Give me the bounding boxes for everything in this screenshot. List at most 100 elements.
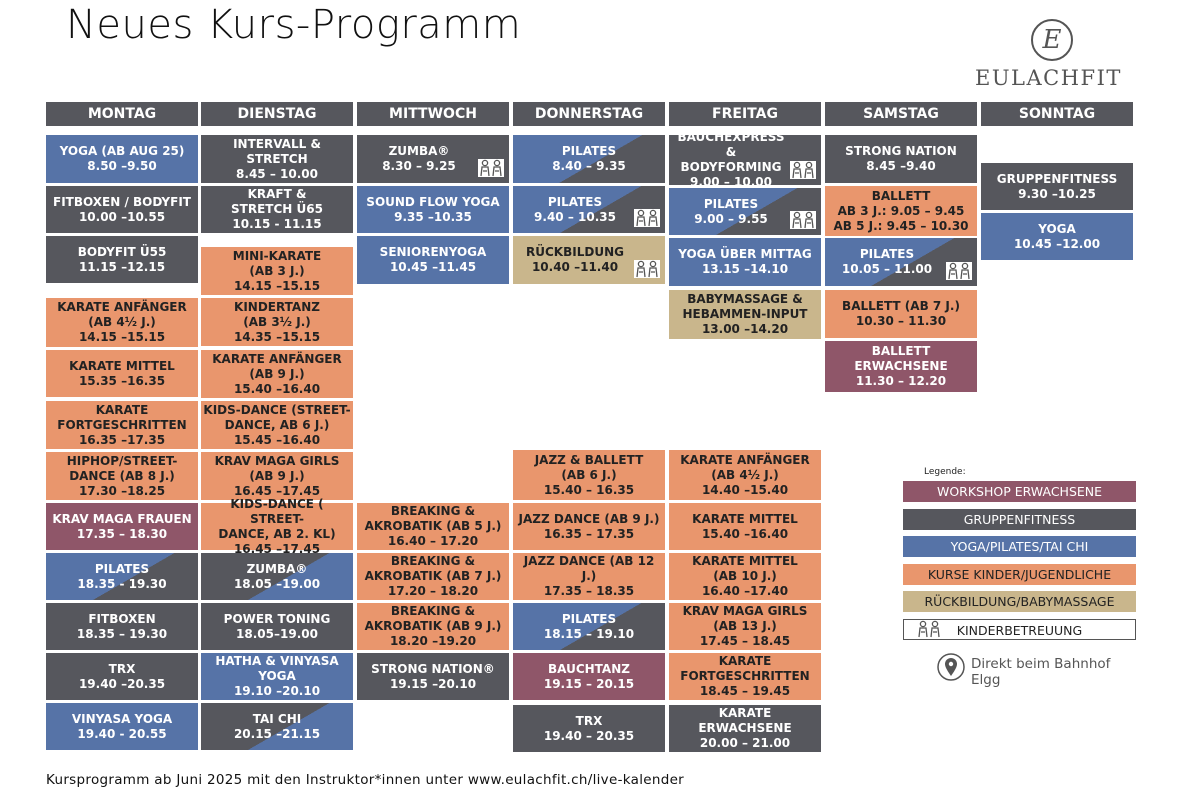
- class-line: FITBOXEN: [88, 611, 156, 626]
- class-cell: KIDS-DANCE (STREET- DANCE, AB 6 J.) 15.45 …: [201, 401, 353, 449]
- class-line: BAUCHEXPRESS &: [677, 130, 785, 159]
- class-line: (AB 3 J.): [249, 263, 305, 278]
- class-line: BREAKING &: [390, 554, 476, 568]
- logo-mark: E: [1031, 19, 1073, 61]
- class-line: BODYFORMING: [680, 160, 782, 174]
- class-cell: PILATES 9.40 – 10.35: [513, 186, 665, 233]
- class-line: 11.15 –12.15: [78, 259, 166, 274]
- class-cell: PILATES 18.15 – 19.10: [513, 603, 665, 650]
- class-cell: JAZZ DANCE (AB 9 J.) 16.35 – 17.35: [513, 503, 665, 550]
- location-icon: [937, 653, 965, 681]
- class-line: 18.05–19.00: [236, 626, 318, 641]
- class-line: KRAV MAGA GIRLS: [214, 453, 340, 468]
- class-line: BAUCHTANZ: [548, 661, 630, 676]
- class-line: 15.35 –16.35: [78, 373, 166, 388]
- class-cell: BALLETT AB 3 J.: 9.05 – 9.45 AB 5 J.: 9.45…: [825, 186, 977, 236]
- class-line: 14.35 –15.15: [233, 329, 321, 344]
- logo-name: EULACHFIT: [975, 66, 1122, 90]
- class-line: YOGA: [258, 669, 296, 683]
- class-line: 16.45 –17.45: [233, 483, 321, 498]
- day-header: SONNTAG: [981, 102, 1133, 126]
- class-line: RÜCKBILDUNG: [526, 245, 624, 259]
- class-line: 14.15 –15.15: [233, 278, 321, 293]
- class-cell: SENIORENYOGA 10.45 –11.45: [357, 236, 509, 284]
- class-line: 18.35 - 19.30: [77, 576, 167, 591]
- class-line: KRAFT &: [247, 187, 307, 201]
- class-line: BALLETT: [871, 344, 931, 358]
- class-line: HIPHOP/STREET-: [66, 453, 178, 468]
- class-line: 14.15 –15.15: [78, 330, 166, 344]
- class-line: 15.40 –16.40: [233, 381, 321, 396]
- class-line: BREAKING &: [390, 504, 476, 518]
- class-line: (AB 4½ J.): [88, 315, 156, 329]
- class-line: AKROBATIK (AB 9 J.): [364, 619, 502, 633]
- class-cell: KARATE FORTGESCHRITTEN 16.35 –17.35: [46, 401, 198, 449]
- class-line: BREAKING &: [390, 604, 476, 618]
- class-line: YOGA ÜBER MITTAG: [678, 247, 812, 261]
- class-line: PILATES: [561, 611, 617, 626]
- class-line: TRX: [575, 713, 603, 728]
- class-line: 18.15 – 19.10: [543, 626, 635, 641]
- class-line: 16.40 –17.40: [701, 584, 789, 598]
- legend-item: KURSE KINDER/JUGENDLICHE: [903, 563, 1136, 585]
- class-line: (AB 9 J.): [249, 468, 305, 483]
- class-line: AKROBATIK (AB 5 J.): [364, 519, 502, 533]
- class-line: PILATES: [561, 144, 617, 158]
- class-cell: KARATE MITTEL (AB 10 J.) 16.40 –17.40: [669, 553, 821, 600]
- location-line: Elgg: [971, 672, 1001, 688]
- class-line: (AB 13 J.): [713, 619, 777, 633]
- class-line: KARATE MITTEL: [692, 511, 798, 526]
- class-line: MINI-KARATE: [232, 248, 322, 263]
- class-cell: KARATE FORTGESCHRITTEN 18.45 – 19.45: [669, 653, 821, 700]
- class-cell: BODYFIT Ü55 11.15 –12.15: [46, 236, 198, 283]
- class-cell: ZUMBA® 18.05 –19.00: [201, 553, 353, 600]
- kids-icon: [634, 209, 660, 227]
- class-line: (AB 10 J.): [713, 569, 777, 583]
- class-cell: KARATE ANFÄNGER (AB 4½ J.) 14.40 –15.40: [669, 450, 821, 500]
- kids-icon: [790, 161, 816, 179]
- class-cell: BALLETT (AB 7 J.) 10.30 – 11.30: [825, 290, 977, 338]
- class-line: SENIORENYOGA: [379, 245, 487, 259]
- class-cell: KRAV MAGA FRAUEN 17.35 – 18.30: [46, 503, 198, 550]
- class-line: ZUMBA®: [246, 561, 308, 576]
- class-line: KARATE MITTEL: [692, 554, 798, 568]
- class-cell: BALLETT ERWACHSENE 11.30 – 12.20: [825, 341, 977, 392]
- class-line: KIDS-DANCE (STREET-: [203, 402, 351, 417]
- class-cell: FITBOXEN 18.35 – 19.30: [46, 603, 198, 650]
- class-line: STRETCH: [246, 151, 308, 166]
- class-line: 8.30 – 9.25: [382, 159, 456, 173]
- class-line: 15.45 –16.40: [233, 432, 321, 447]
- class-cell: BREAKING & AKROBATIK (AB 5 J.) 16.40 – 17.…: [357, 503, 509, 550]
- class-cell: YOGA 10.45 –12.00: [981, 213, 1133, 260]
- class-cell: BREAKING & AKROBATIK (AB 7 J.) 17.20 – 18.…: [357, 553, 509, 600]
- class-cell: MINI-KARATE (AB 3 J.) 14.15 –15.15: [201, 247, 353, 295]
- class-cell: PILATES 8.40 – 9.35: [513, 135, 665, 183]
- class-cell: RÜCKBILDUNG 10.40 –11.40: [513, 236, 665, 284]
- class-line: 13.15 –14.10: [701, 262, 789, 276]
- class-line: TAI CHI: [252, 711, 302, 726]
- location-line: Direkt beim Bahnhof: [971, 656, 1111, 672]
- class-cell: HIPHOP/STREET- DANCE (AB 8 J.) 17.30 –18.2…: [46, 452, 198, 500]
- class-line: HATHA & VINYASA: [215, 654, 339, 668]
- class-line: STRONG NATION: [845, 144, 957, 158]
- class-cell: KARATE ERWACHSENE 20.00 – 21.00: [669, 705, 821, 752]
- kids-icon: [478, 159, 504, 177]
- class-line: PILATES: [547, 194, 603, 209]
- class-cell: VINYASA YOGA 19.40 - 20.55: [46, 703, 198, 750]
- class-line: 15.40 –16.40: [701, 526, 789, 541]
- day-header: FREITAG: [669, 102, 821, 126]
- day-header: DIENSTAG: [201, 102, 353, 126]
- class-cell: ZUMBA® 8.30 – 9.25: [357, 135, 509, 183]
- class-cell: KARATE ANFÄNGER (AB 9 J.) 15.40 –16.40: [201, 350, 353, 398]
- class-cell: KRAFT & STRETCH Ü65 10.15 - 11.15: [201, 186, 353, 233]
- class-line: JAZZ & BALLETT: [534, 452, 644, 467]
- class-line: 17.35 – 18.35: [543, 584, 635, 598]
- legend-item: GRUPPENFITNESS: [903, 508, 1136, 530]
- class-line: 16.35 – 17.35: [543, 526, 635, 541]
- class-line: 9.35 –10.35: [394, 209, 472, 224]
- class-cell: PILATES 10.05 – 11.00: [825, 238, 977, 286]
- kids-icon: [790, 211, 816, 229]
- class-line: BODYFIT Ü55: [77, 244, 167, 259]
- class-line: 9.30 –10.25: [1018, 186, 1096, 201]
- class-line: BALLETT: [871, 188, 931, 203]
